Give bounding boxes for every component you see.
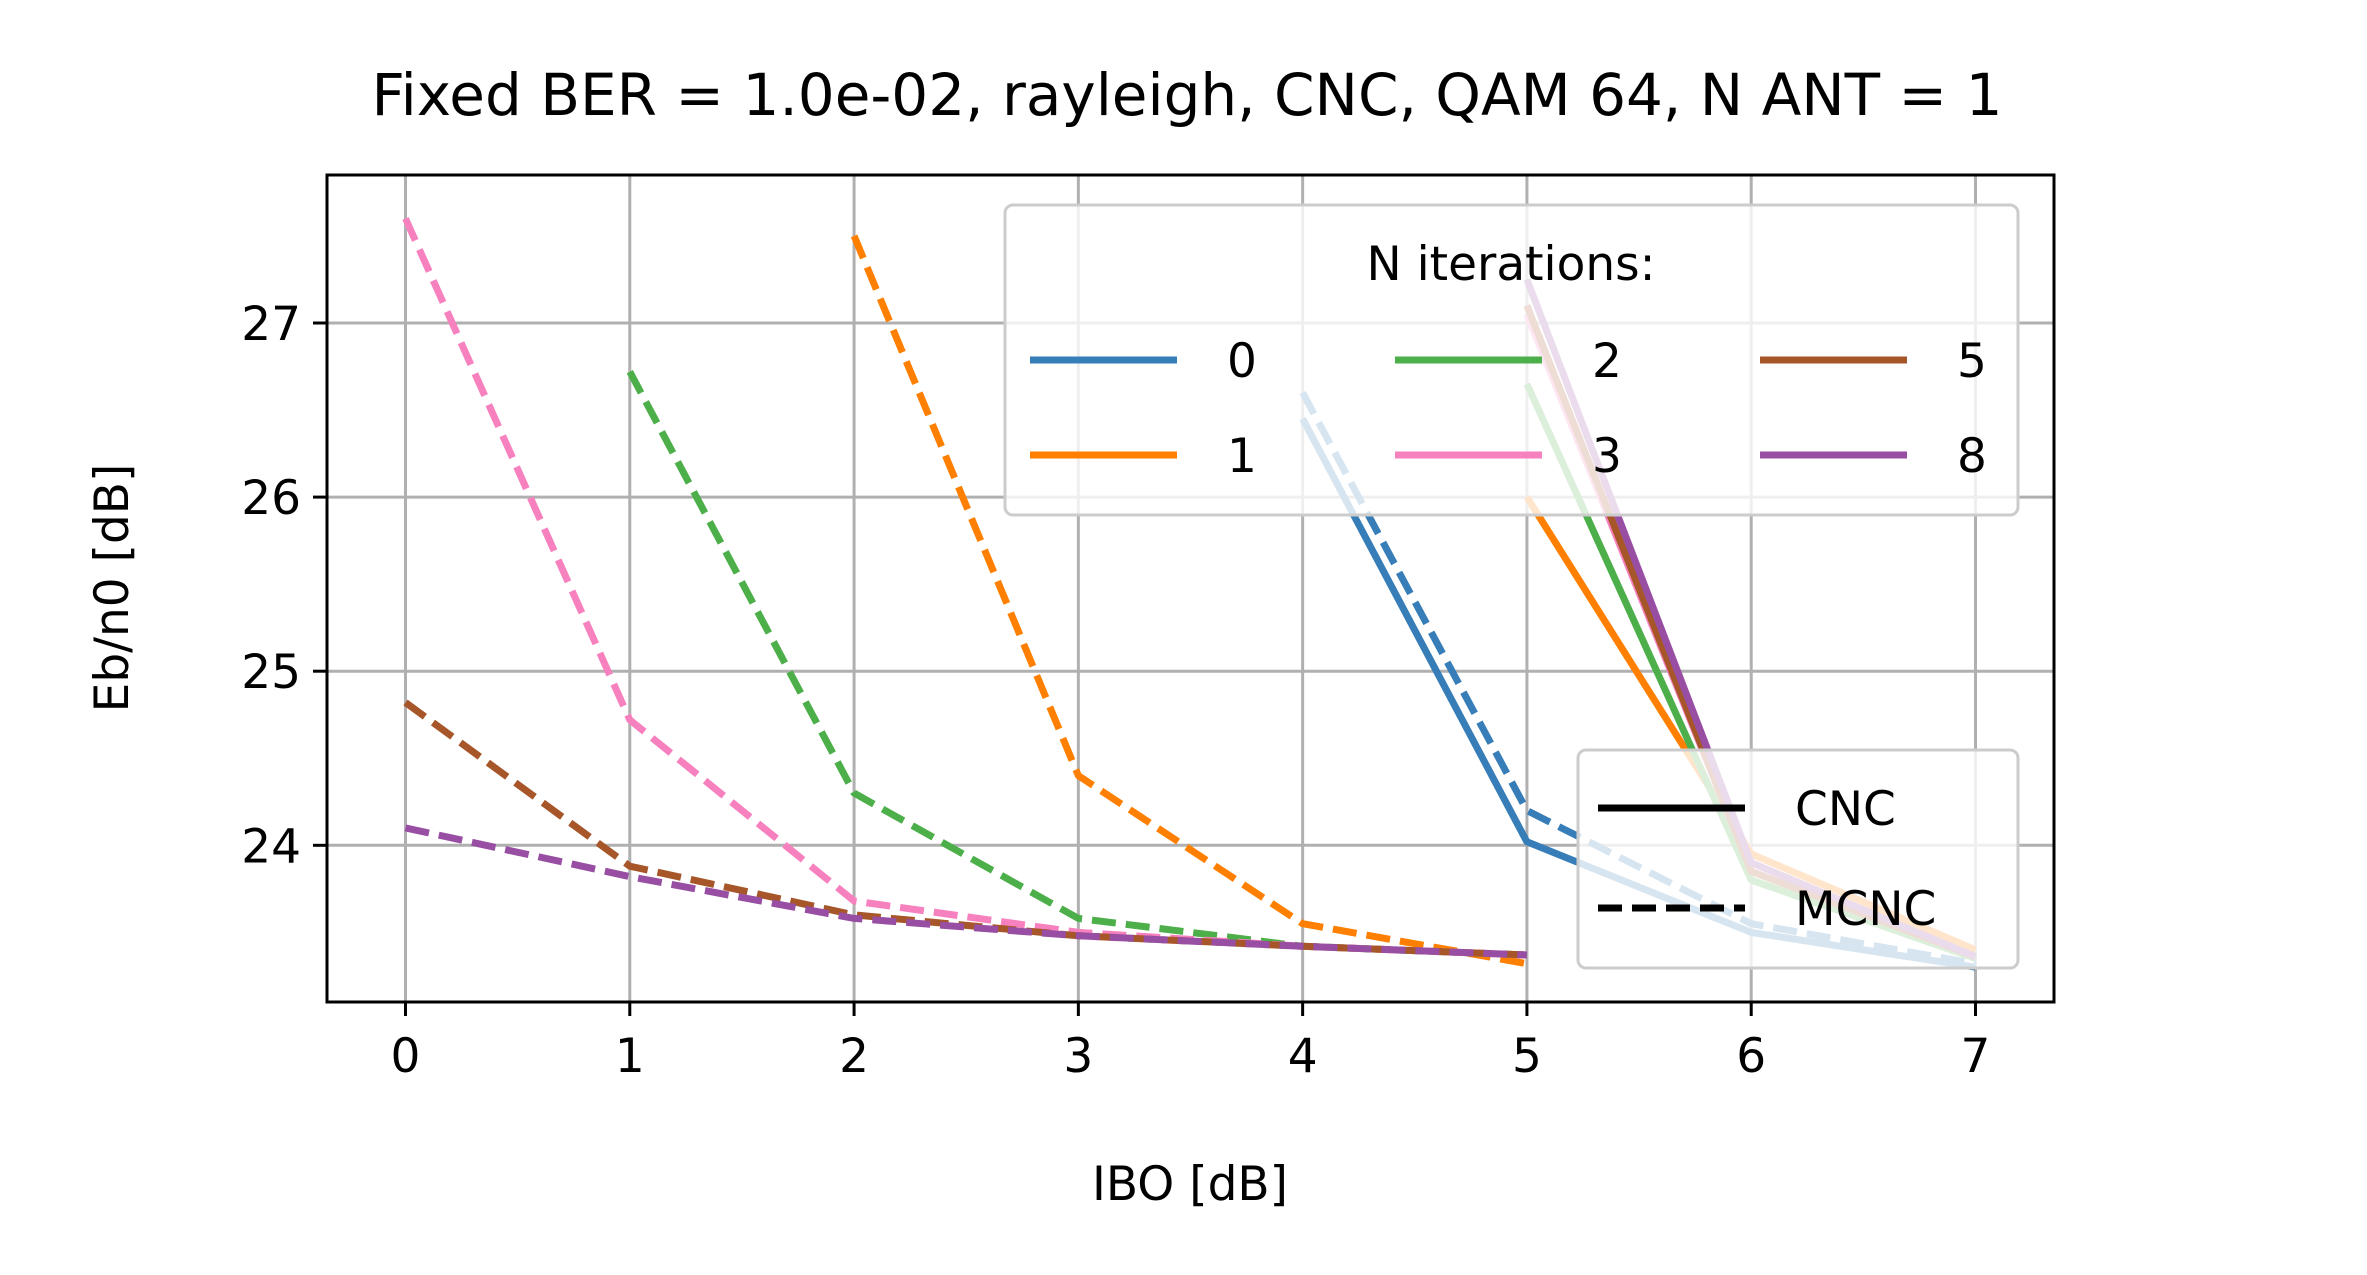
x-tick-label: 7 xyxy=(1961,1029,1991,1084)
y-tick-label: 27 xyxy=(241,297,301,352)
x-tick-label: 4 xyxy=(1288,1029,1318,1084)
y-tick-label: 25 xyxy=(241,645,301,700)
x-tick-label: 3 xyxy=(1063,1029,1093,1084)
legend-label-cnc: CNC xyxy=(1795,782,1896,837)
plot-frame xyxy=(325,173,2056,1004)
legend-label-mcnc: MCNC xyxy=(1795,882,1936,937)
x-axis-label: IBO [dB] xyxy=(1092,1157,1288,1212)
legend-iterations: N iterations: 0 1 2 3 5 8 xyxy=(1003,203,2020,517)
x-tick-label: 6 xyxy=(1736,1029,1766,1084)
x-tick-label: 0 xyxy=(391,1029,421,1084)
legend-label-5: 5 xyxy=(1957,334,1987,389)
legend-label-1: 1 xyxy=(1227,429,1257,484)
legend-methods: CNC MCNC xyxy=(1576,748,2020,970)
legend-label-0: 0 xyxy=(1227,334,1257,389)
legend-iterations-title: N iterations: xyxy=(1367,237,1656,292)
x-tick-label: 2 xyxy=(839,1029,869,1084)
chart-title: Fixed BER = 1.0e-02, rayleigh, CNC, QAM … xyxy=(372,61,2003,129)
y-axis-ticks: 24 25 26 27 xyxy=(241,297,327,874)
y-axis-label: Eb/n0 [dB] xyxy=(85,464,140,713)
y-tick-label: 26 xyxy=(241,471,301,526)
x-tick-label: 1 xyxy=(615,1029,645,1084)
series-line-1-mcnc xyxy=(850,234,1528,968)
x-axis-ticks: 0 1 2 3 4 5 6 7 xyxy=(391,1002,1991,1084)
legend-label-2: 2 xyxy=(1592,334,1622,389)
legend-label-3: 3 xyxy=(1592,429,1622,484)
x-tick-label: 5 xyxy=(1512,1029,1542,1084)
series-line-5-mcnc xyxy=(403,699,1528,959)
legend-label-8: 8 xyxy=(1957,429,1987,484)
y-tick-label: 24 xyxy=(241,819,301,874)
series-line-8-mcnc xyxy=(404,824,1528,959)
